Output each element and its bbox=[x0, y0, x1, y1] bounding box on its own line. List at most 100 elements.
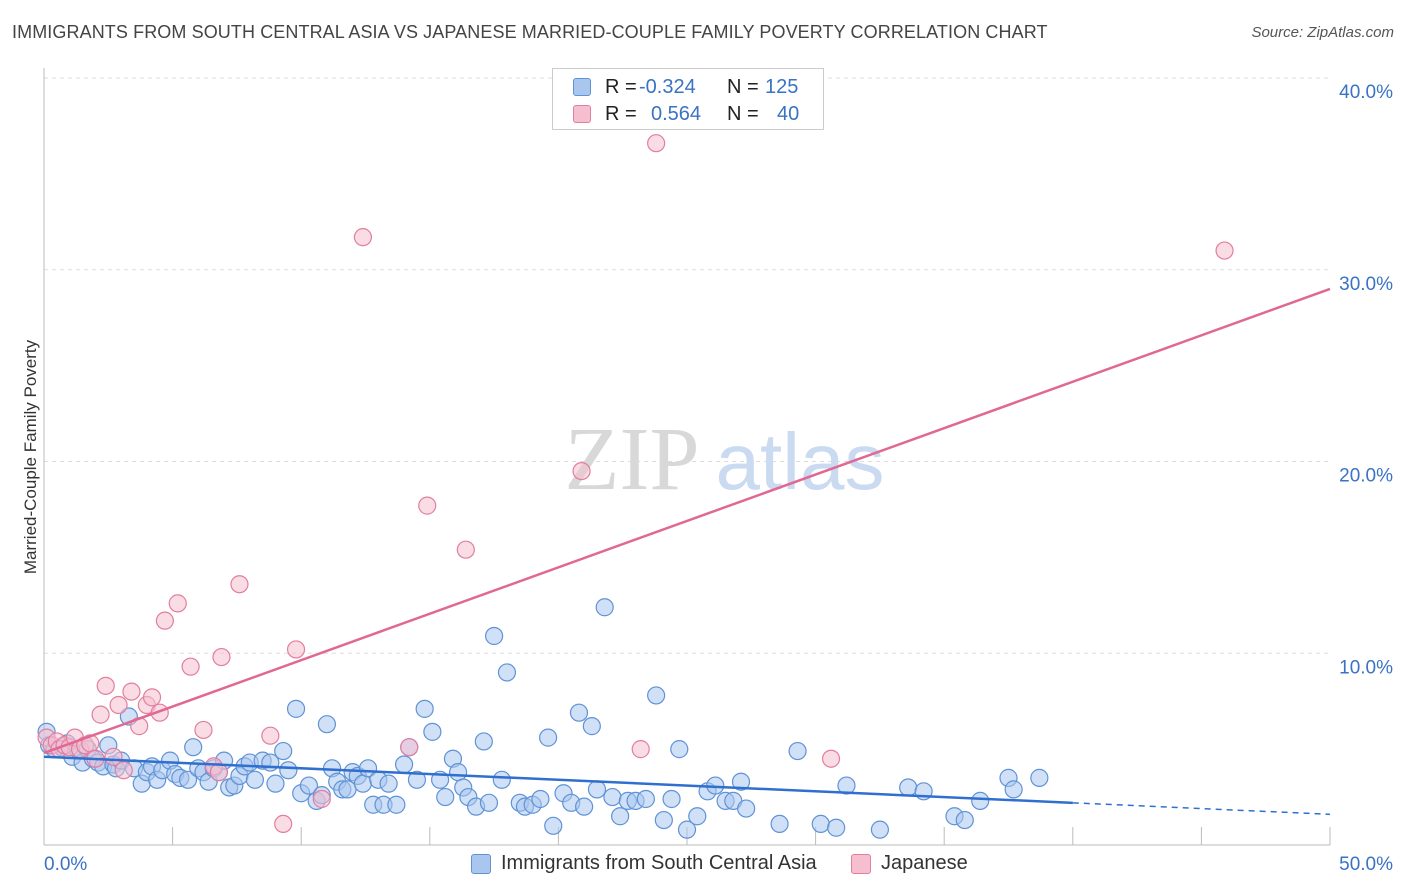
data-point-pink bbox=[96, 676, 115, 695]
x-tick-label-max: 50.0% bbox=[1339, 854, 1393, 875]
data-point-blue bbox=[662, 789, 681, 809]
data-point-blue bbox=[1004, 780, 1023, 799]
data-point-blue bbox=[788, 741, 807, 761]
data-point-blue bbox=[737, 799, 756, 818]
data-point-blue bbox=[266, 774, 285, 793]
series-swatch-blue bbox=[471, 853, 491, 874]
watermark-zip: ZIP bbox=[565, 410, 700, 509]
data-point-blue bbox=[1030, 768, 1049, 787]
grid-layer bbox=[44, 77, 1330, 654]
data-point-pink bbox=[194, 720, 213, 740]
watermark: ZIP atlas bbox=[565, 410, 885, 509]
data-point-blue bbox=[299, 776, 319, 795]
legend-n-value: 125 bbox=[765, 75, 799, 98]
data-point-pink bbox=[91, 705, 110, 724]
data-point-pink bbox=[230, 575, 249, 594]
trend-line-pink bbox=[43, 287, 1331, 755]
data-point-blue bbox=[245, 770, 265, 789]
data-point-pink bbox=[168, 594, 187, 613]
data-point-pink bbox=[1215, 241, 1234, 260]
legend-n-value: 40 bbox=[777, 102, 800, 125]
data-point-blue bbox=[407, 770, 427, 789]
data-point-blue bbox=[899, 778, 918, 797]
stats-legend: R = -0.324 N = 125 R = 0.564 N = 40 bbox=[552, 68, 824, 130]
data-point-blue bbox=[286, 699, 306, 718]
y-tick-label: 20.0% bbox=[1339, 466, 1393, 487]
data-point-blue bbox=[731, 772, 751, 791]
data-point-blue bbox=[670, 740, 689, 759]
data-point-pink bbox=[418, 496, 437, 515]
data-point-blue bbox=[394, 755, 414, 774]
legend-r-label: R = bbox=[605, 75, 637, 98]
data-point-blue bbox=[811, 814, 830, 834]
data-point-blue bbox=[448, 763, 468, 782]
data-point-blue bbox=[474, 732, 493, 751]
data-point-blue bbox=[415, 699, 434, 718]
data-point-blue bbox=[544, 816, 563, 835]
data-point-blue bbox=[827, 818, 846, 837]
data-point-blue bbox=[603, 787, 622, 807]
series-legend-label: Immigrants from South Central Asia bbox=[501, 852, 817, 874]
trend-layer bbox=[43, 287, 1331, 816]
data-point-blue bbox=[479, 793, 499, 812]
y-tick-label: 10.0% bbox=[1339, 657, 1393, 678]
trend-line-blue bbox=[43, 755, 1073, 805]
data-point-blue bbox=[582, 717, 601, 736]
data-point-blue bbox=[677, 820, 697, 839]
data-point-blue bbox=[353, 774, 373, 793]
data-point-pink bbox=[647, 134, 666, 153]
series-swatch-pink bbox=[851, 853, 871, 874]
data-point-blue bbox=[274, 741, 293, 761]
data-point-pink bbox=[109, 695, 128, 715]
legend-r-value: -0.324 bbox=[639, 75, 696, 98]
data-point-blue bbox=[279, 761, 298, 780]
data-point-pink bbox=[400, 738, 419, 757]
data-point-blue bbox=[955, 810, 974, 830]
data-point-blue bbox=[184, 738, 203, 757]
series-legend-item-pink[interactable]: Japanese bbox=[851, 852, 968, 875]
data-point-pink bbox=[212, 647, 231, 667]
y-tick-label: 30.0% bbox=[1339, 274, 1393, 295]
series-legend-label: Japanese bbox=[881, 852, 968, 874]
data-point-blue bbox=[575, 797, 594, 816]
data-point-pink bbox=[155, 611, 174, 630]
data-point-blue bbox=[178, 770, 198, 789]
data-point-pink bbox=[821, 749, 841, 768]
data-point-pink bbox=[122, 682, 141, 701]
legend-row-pink: R = 0.564 N = 40 bbox=[573, 101, 799, 127]
data-point-blue bbox=[423, 722, 442, 741]
data-point-blue bbox=[317, 715, 337, 734]
points-layer bbox=[37, 134, 1234, 839]
chart-title: IMMIGRANTS FROM SOUTH CENTRAL ASIA VS JA… bbox=[12, 22, 1048, 42]
data-point-pink bbox=[572, 461, 591, 481]
data-point-blue bbox=[531, 789, 550, 809]
legend-r-label: R = bbox=[605, 102, 637, 125]
legend-swatch-pink bbox=[573, 105, 591, 123]
data-point-blue bbox=[636, 789, 655, 809]
data-point-blue bbox=[569, 703, 589, 722]
y-axis-label: Married-Couple Family Poverty bbox=[21, 339, 40, 574]
data-point-blue bbox=[497, 663, 517, 682]
trend-extension-blue bbox=[1072, 802, 1331, 816]
x-tick-label-min: 0.0% bbox=[44, 854, 87, 875]
watermark-atlas: atlas bbox=[716, 417, 885, 506]
data-point-pink bbox=[181, 657, 200, 676]
legend-swatch-blue bbox=[573, 78, 591, 96]
series-legend-item-blue[interactable]: Immigrants from South Central Asia bbox=[471, 852, 817, 875]
data-point-blue bbox=[387, 795, 406, 814]
y-tick-label: 40.0% bbox=[1339, 82, 1393, 103]
data-point-pink bbox=[114, 761, 133, 780]
legend-r-value: 0.564 bbox=[651, 102, 702, 125]
data-point-pink bbox=[631, 740, 650, 759]
data-point-pink bbox=[286, 640, 306, 659]
data-point-pink bbox=[261, 726, 280, 745]
data-point-blue bbox=[436, 787, 455, 807]
data-point-blue bbox=[770, 814, 789, 834]
data-point-blue bbox=[485, 626, 504, 646]
data-point-pink bbox=[312, 789, 331, 809]
data-point-blue bbox=[688, 807, 707, 826]
data-point-blue bbox=[654, 810, 673, 830]
series-legend: Immigrants from South Central Asia Japan… bbox=[0, 852, 1406, 876]
data-point-blue bbox=[837, 776, 856, 795]
